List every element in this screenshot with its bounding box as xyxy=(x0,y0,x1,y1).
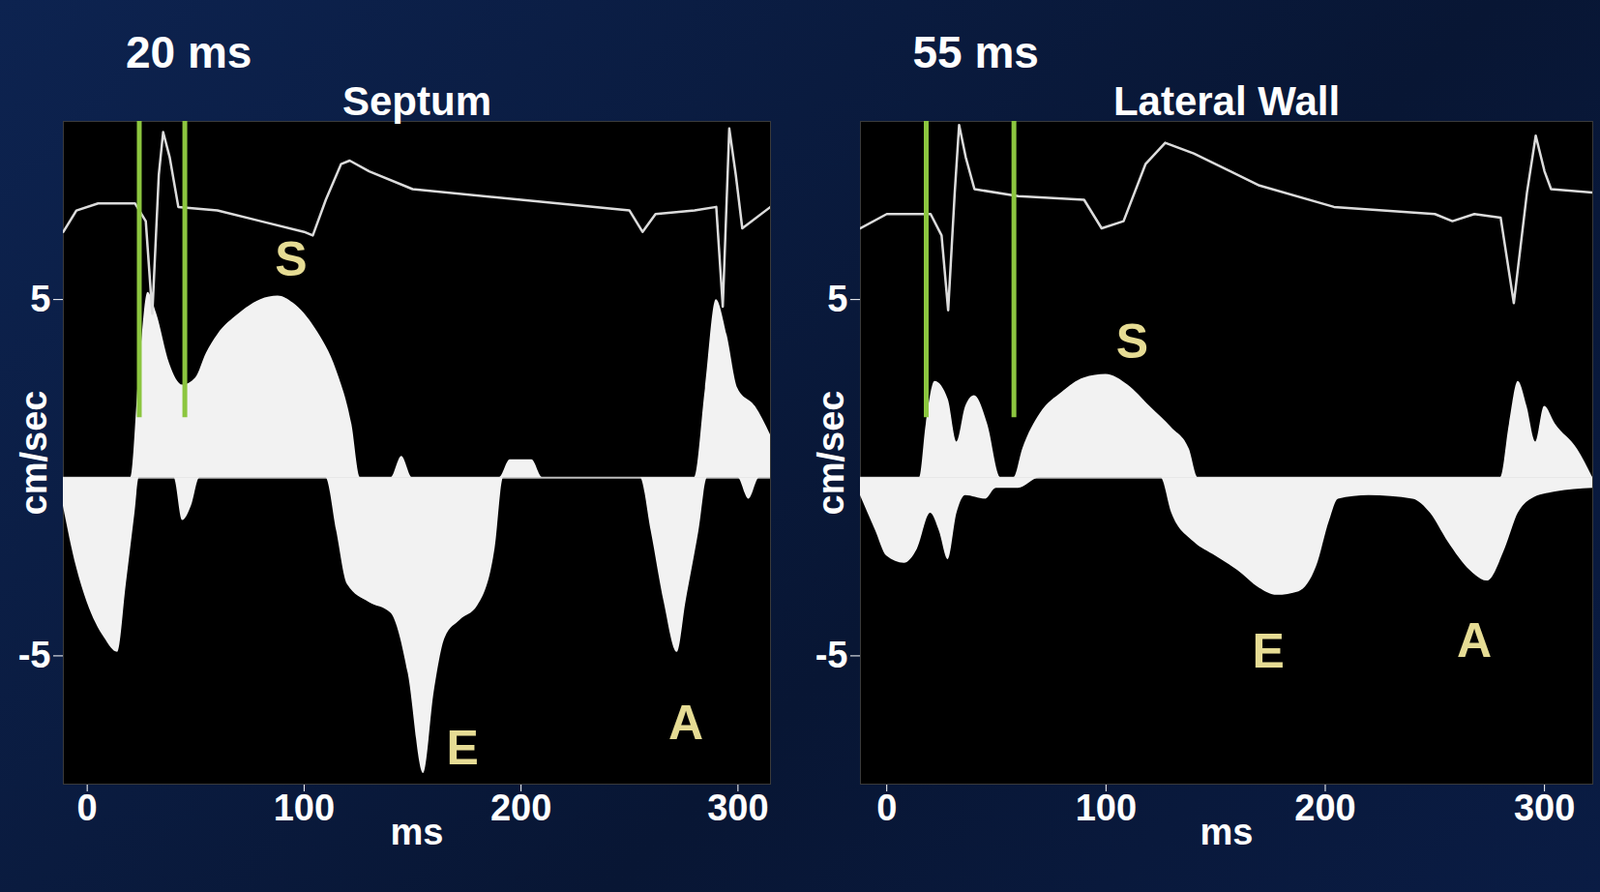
svg-text:300: 300 xyxy=(707,787,769,829)
svg-text:20 ms: 20 ms xyxy=(125,27,252,78)
svg-text:ms: ms xyxy=(1200,811,1254,853)
svg-text:200: 200 xyxy=(490,787,552,829)
svg-text:ms: ms xyxy=(390,811,445,853)
svg-text:cm/sec: cm/sec xyxy=(810,390,852,516)
svg-text:5: 5 xyxy=(827,278,848,320)
svg-text:100: 100 xyxy=(273,787,335,829)
svg-text:0: 0 xyxy=(77,787,98,829)
svg-text:-5: -5 xyxy=(815,634,849,676)
svg-text:A: A xyxy=(1456,613,1492,668)
svg-text:Lateral Wall: Lateral Wall xyxy=(1113,78,1340,124)
svg-text:200: 200 xyxy=(1294,787,1356,829)
svg-text:E: E xyxy=(1251,623,1284,679)
svg-text:0: 0 xyxy=(876,787,897,829)
svg-text:Septum: Septum xyxy=(342,78,492,124)
svg-text:A: A xyxy=(668,695,704,750)
svg-text:5: 5 xyxy=(29,278,51,320)
svg-text:100: 100 xyxy=(1075,787,1137,829)
svg-text:55 ms: 55 ms xyxy=(912,27,1038,78)
svg-text:300: 300 xyxy=(1513,787,1575,829)
svg-text:-5: -5 xyxy=(18,634,52,676)
svg-text:S: S xyxy=(1116,314,1149,369)
svg-text:S: S xyxy=(274,232,307,287)
svg-text:cm/sec: cm/sec xyxy=(13,390,55,516)
svg-text:E: E xyxy=(445,720,478,775)
